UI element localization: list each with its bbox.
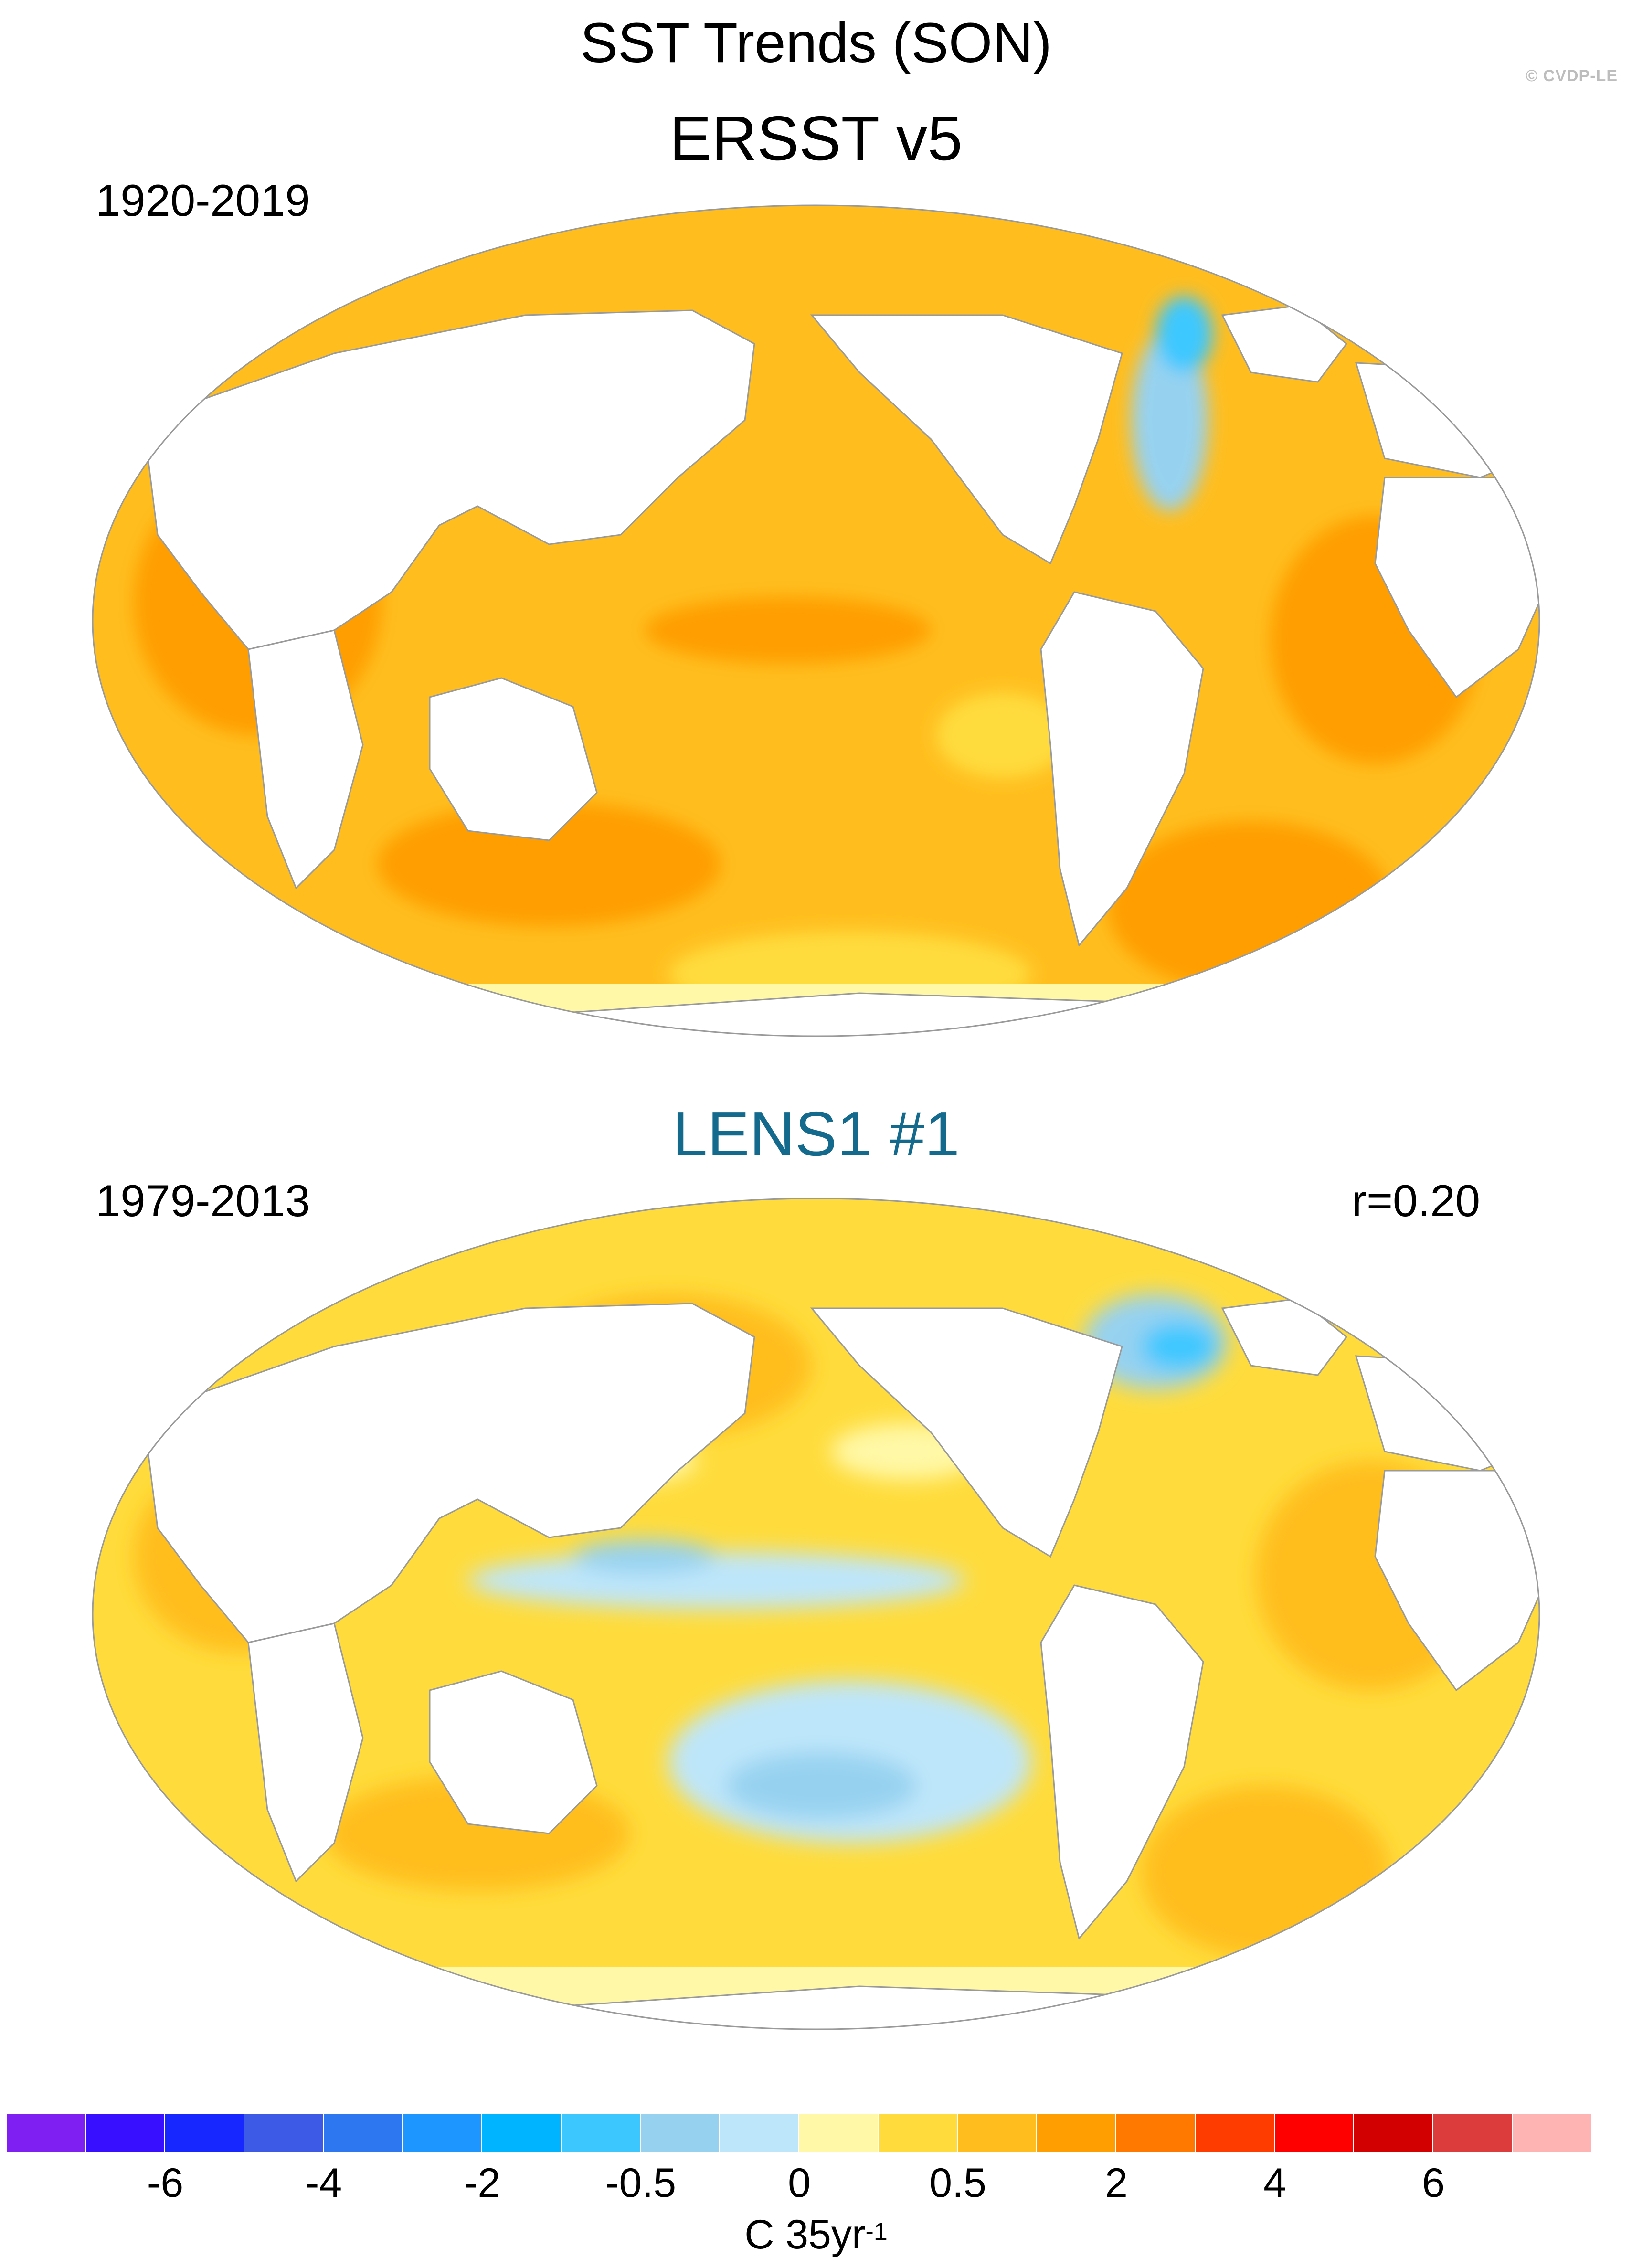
colorbar-box — [1116, 2114, 1196, 2152]
colorbar-box — [324, 2114, 403, 2152]
colorbar-box — [879, 2114, 958, 2152]
colorbar-box — [641, 2114, 720, 2152]
colorbar-box — [799, 2114, 879, 2152]
panel-1-title: ERSST v5 — [669, 103, 963, 173]
colorbar-box — [244, 2114, 324, 2152]
colorbar-box — [7, 2114, 86, 2152]
colorbar-box — [165, 2114, 244, 2152]
colorbar-box — [958, 2114, 1037, 2152]
colorbar-box — [1433, 2114, 1513, 2152]
units-text: C 35yr — [744, 2212, 866, 2257]
colorbar-box — [1275, 2114, 1354, 2152]
colorbar-box — [1513, 2114, 1592, 2152]
colorbar-tick-label: -0.5 — [605, 2160, 677, 2206]
panel-2-map — [92, 1198, 1540, 2030]
colorbar-tick-label: 6 — [1422, 2160, 1445, 2206]
colorbar-tick-label: -4 — [305, 2160, 342, 2206]
colorbar-box — [1037, 2114, 1116, 2152]
colorbar-box — [1196, 2114, 1275, 2152]
colorbar-box — [720, 2114, 799, 2152]
colorbar-box — [1354, 2114, 1433, 2152]
colorbar-tick-label: 4 — [1263, 2160, 1286, 2206]
colorbar-tick-label: -2 — [464, 2160, 501, 2206]
units-superscript: -1 — [865, 2218, 888, 2246]
panel-2-title: LENS1 #1 — [672, 1099, 960, 1169]
colorbar — [7, 2114, 1592, 2152]
colorbar-tick-label: -6 — [147, 2160, 184, 2206]
watermark: © CVDP-LE — [1526, 67, 1618, 85]
map-frame — [92, 204, 1540, 1037]
map-frame — [92, 1198, 1540, 2030]
panel-2-correlation: r=0.20 — [1351, 1176, 1480, 1226]
colorbar-units: C 35yr-1 — [0, 2211, 1632, 2258]
colorbar-tick-label: 0.5 — [929, 2160, 986, 2206]
panel-2-period: 1979-2013 — [95, 1176, 310, 1226]
colorbar-box — [482, 2114, 562, 2152]
colorbar-box — [403, 2114, 482, 2152]
colorbar-tick-label: 2 — [1105, 2160, 1128, 2206]
colorbar-tick-label: 0 — [788, 2160, 811, 2206]
figure-title: SST Trends (SON) — [580, 11, 1052, 74]
panel-1-map — [92, 204, 1540, 1037]
colorbar-box — [86, 2114, 165, 2152]
colorbar-box — [562, 2114, 641, 2152]
panel-1-period: 1920-2019 — [95, 175, 310, 225]
